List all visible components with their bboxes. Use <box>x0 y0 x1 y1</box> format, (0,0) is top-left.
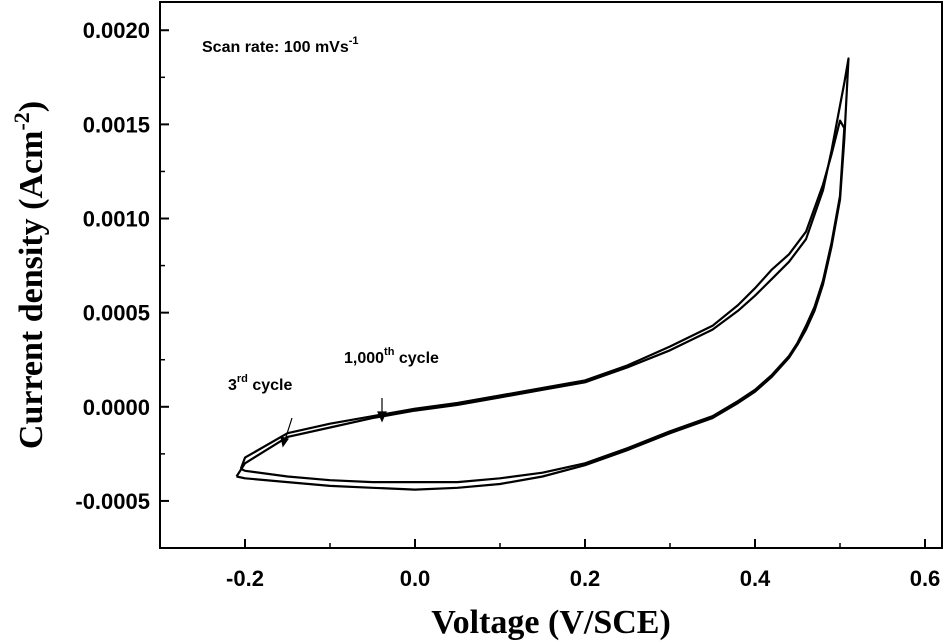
y-axis-title-main: Current density (Acm <box>13 131 50 450</box>
thousandth-cycle-word: cycle <box>394 350 439 367</box>
y-tick-label: 0.0015 <box>83 112 150 137</box>
plot-frame <box>159 1 943 549</box>
x-tick-label: 0.0 <box>400 566 431 591</box>
y-tick-label: 0.0000 <box>83 395 150 420</box>
annotation-arrows <box>280 398 387 448</box>
third-cycle-annotation: 3rd cycle <box>228 373 292 394</box>
thousandth-cycle-sup: th <box>384 346 395 358</box>
third-cycle-arrow-line <box>284 417 293 441</box>
y-axis-title: Current density (Acm-2) <box>9 101 50 449</box>
x-tick-label: 0.2 <box>570 566 601 591</box>
x-tick-label: 0.6 <box>910 566 941 591</box>
thousandth-cycle-arrowhead <box>377 411 387 423</box>
scan-rate-annotation: Scan rate: 100 mVs-1 <box>202 35 359 56</box>
y-axis-title-sup: -2 <box>9 112 34 130</box>
x-tick-group: -0.2 0.0 0.2 0.4 0.6 <box>226 539 940 591</box>
thousandth-cycle-annotation: 1,000th cycle <box>344 346 439 367</box>
x-axis-title: Voltage (V/SCE) <box>431 604 671 641</box>
series-group <box>235 57 850 491</box>
third-cycle-word: cycle <box>248 377 293 394</box>
scan-rate-text: Scan rate: 100 mVs <box>202 39 349 56</box>
x-tick-label: -0.2 <box>226 566 264 591</box>
scan-rate-sup: -1 <box>349 35 359 47</box>
x-tick-label: 0.4 <box>740 566 771 591</box>
third-cycle-num: 3 <box>228 377 237 394</box>
y-axis-title-close: ) <box>13 101 50 112</box>
y-tick-label: 0.0005 <box>83 301 150 326</box>
thousandth-cycle-num: 1,000 <box>344 350 384 367</box>
y-tick-label: 0.0020 <box>83 18 150 43</box>
y-tick-label: 0.0010 <box>83 207 150 232</box>
third-cycle-arrowhead <box>280 436 289 448</box>
y-tick-group: -0.0005 0.0000 0.0005 0.0010 0.0015 0.0020 <box>75 18 169 514</box>
y-tick-label: -0.0005 <box>75 489 150 514</box>
series-line-2 <box>239 119 846 484</box>
third-cycle-sup: rd <box>237 373 248 385</box>
